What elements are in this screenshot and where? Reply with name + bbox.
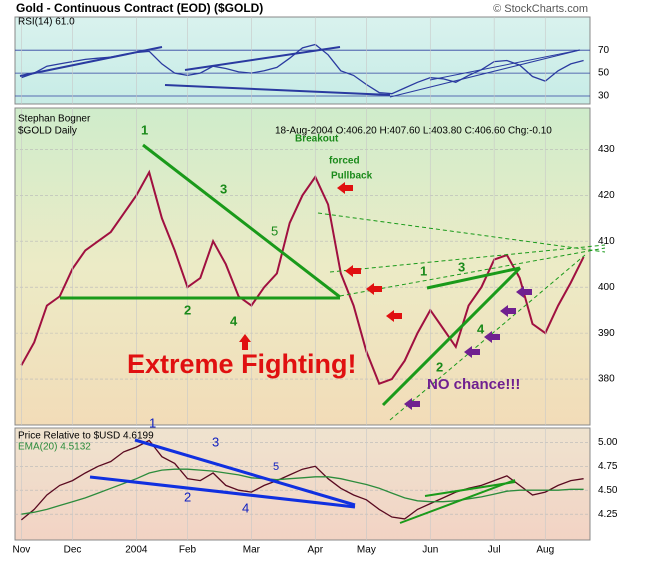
annotation: 2: [436, 359, 443, 374]
annotation: 1: [141, 122, 148, 137]
y-tick-label: 70: [598, 45, 610, 56]
annotations: 1 Breakout forced Pullback 3 5 2 4 1 3 4…: [127, 122, 520, 515]
trendlines: [19, 46, 606, 524]
y-tick-label: 400: [598, 282, 615, 293]
annotation: 3: [220, 181, 227, 196]
y-tick-label: 30: [598, 91, 610, 102]
annotation: Breakout: [295, 134, 339, 145]
annotation: 4: [242, 500, 249, 515]
annotation: 5: [271, 223, 278, 238]
annotation: Pullback: [331, 171, 373, 182]
y-tick-label: 4.75: [598, 461, 618, 472]
annotation: 4: [230, 313, 238, 328]
annotation: 1: [420, 263, 427, 278]
x-tick-label: Aug: [536, 545, 554, 556]
annotation: 2: [184, 489, 191, 504]
legend-entry: EMA(20) 4.5132: [18, 442, 91, 453]
source: © StockCharts.com: [493, 3, 588, 15]
annotation: 5: [273, 461, 279, 473]
legend-entry: $GOLD Daily: [18, 126, 77, 137]
legend-entry: RSI(14) 61.0: [18, 17, 75, 28]
arrows: [239, 182, 532, 410]
x-tick-label: 2004: [125, 545, 148, 556]
chart-title: Gold - Continuous Contract (EOD) ($GOLD): [16, 1, 263, 15]
annotation: 4: [477, 321, 485, 336]
y-tick-label: 430: [598, 144, 615, 155]
y-tick-label: 50: [598, 68, 610, 79]
x-tick-label: Feb: [179, 545, 197, 556]
legend-entry: Price Relative to $USD 4.6199: [18, 431, 154, 442]
y-tick-label: 390: [598, 328, 615, 339]
plots: 30 50 70 380 390 400 410 420 430 5.00 4.75 4.50 4.25…: [12, 17, 618, 556]
y-tick-label: 5.00: [598, 437, 618, 448]
y-tick-label: 4.25: [598, 509, 618, 520]
annotation: 3: [212, 434, 219, 449]
annotation: forced: [329, 156, 360, 167]
x-tick-label: Dec: [64, 545, 82, 556]
annotation: 1: [149, 415, 156, 430]
series-line: [20, 169, 585, 385]
author: Stephan Bogner: [18, 114, 91, 125]
series-line: [21, 468, 584, 515]
y-tick-label: 410: [598, 236, 615, 247]
y-tick-label: 420: [598, 190, 615, 201]
x-tick-label: May: [357, 545, 376, 556]
annotation: 2: [184, 302, 191, 317]
annotation: NO chance!!!: [427, 376, 520, 393]
series-line: [20, 439, 584, 521]
annotation: Extreme Fighting!: [127, 349, 357, 379]
y-tick-label: 4.50: [598, 485, 618, 496]
y-tick-label: 380: [598, 374, 615, 385]
x-tick-label: Mar: [243, 545, 261, 556]
x-tick-label: Jun: [422, 545, 438, 556]
ohlc-info: 18-Aug-2004 O:406.20 H:407.60 L:403.80 C…: [275, 126, 552, 137]
x-tick-label: Apr: [307, 545, 323, 556]
x-tick-label: Nov: [12, 545, 30, 556]
annotation: 3: [458, 259, 465, 274]
x-tick-label: Jul: [488, 545, 501, 556]
